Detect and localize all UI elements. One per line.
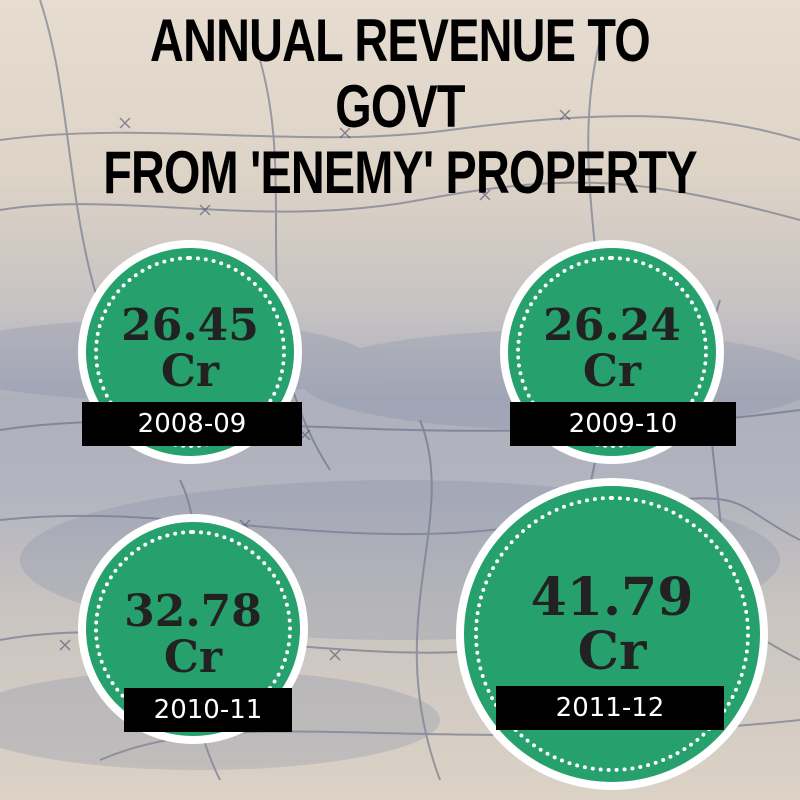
badge-unit: Cr (582, 346, 642, 397)
infographic-title: ANNUAL REVENUE TO GOVT FROM 'ENEMY' PROP… (88, 8, 712, 206)
badge-unit: Cr (160, 346, 220, 397)
badge-dotted-ring (94, 256, 286, 448)
badge-unit: Cr (577, 621, 647, 682)
badge-amount: 41.79 (530, 567, 694, 628)
year-label-2011-12: 2011-12 (496, 686, 724, 730)
badge-dotted-ring (516, 256, 708, 448)
title-line-3: FROM 'ENEMY' PROPERTY (103, 139, 697, 206)
year-label-2008-09: 2008-09 (82, 402, 302, 446)
badge-amount: 26.45 (121, 300, 259, 351)
badge-amount: 26.24 (543, 300, 681, 351)
year-label-2009-10: 2009-10 (510, 402, 736, 446)
title-line-2: GOVT (335, 73, 465, 140)
badge-dotted-ring (474, 496, 750, 772)
year-label-2010-11: 2010-11 (124, 688, 292, 732)
revenue-badge-2011-12: 41.79 Cr (456, 478, 768, 790)
badge-unit: Cr (163, 632, 223, 683)
title-line-1: ANNUAL REVENUE TO (150, 7, 651, 74)
badge-amount: 32.78 (124, 586, 262, 637)
